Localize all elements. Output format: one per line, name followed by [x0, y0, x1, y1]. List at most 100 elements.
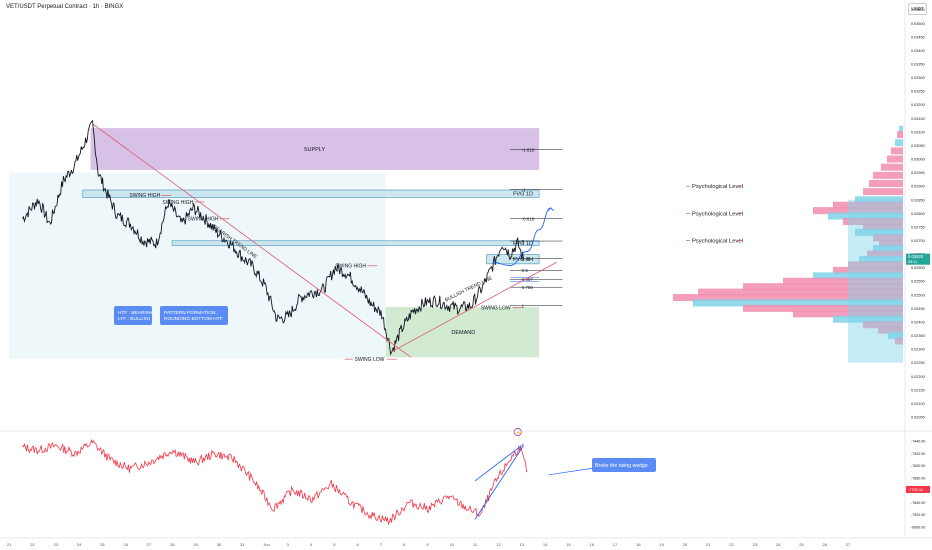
note-box	[160, 306, 228, 325]
zone-label: SUPPLY	[304, 147, 326, 153]
zone-fvg-1d-lower	[171, 240, 540, 246]
time-tick: 23	[54, 542, 59, 547]
bullish-trend-line	[391, 261, 557, 353]
current-price-value: 0.02633	[908, 254, 924, 259]
time-tick: 28	[170, 542, 175, 547]
volume-profile-bar	[698, 288, 903, 296]
time-tick: 3	[287, 542, 290, 547]
volume-profile-bar	[848, 261, 903, 269]
price-tick: 0.03200	[911, 103, 925, 107]
time-tick: 12	[496, 542, 501, 547]
price-tick: 0.02600	[911, 266, 925, 270]
time-tick: 27	[147, 542, 152, 547]
volume-profile-bar	[828, 212, 903, 220]
volume-profile-bar	[888, 332, 903, 340]
annotation-box	[592, 458, 656, 472]
volume-profile-bar	[859, 256, 903, 264]
time-tick: 31	[240, 542, 245, 547]
price-tick: 0.02550	[911, 280, 925, 284]
time-tick: 21	[706, 542, 711, 547]
time-tick: 16	[590, 542, 595, 547]
time-tick: 20	[683, 542, 688, 547]
time-tick: 25	[100, 542, 105, 547]
oscillator-tick: -7520.00	[911, 452, 925, 456]
volume-profile-bar	[881, 163, 903, 171]
bearish-trend-line	[92, 123, 412, 358]
oscillator-series	[22, 438, 528, 526]
zone-label: FVG 1D	[513, 192, 533, 198]
volume-profile-bar	[793, 310, 903, 318]
swing-label: SWING HIGH	[162, 200, 193, 206]
volume-profile-bar	[855, 196, 903, 204]
price-tick: 0.02500	[911, 293, 925, 297]
time-tick: 15	[566, 542, 571, 547]
volume-profile-bar	[843, 218, 903, 226]
price-tick: 0.02850	[911, 198, 925, 202]
price-tick: 0.03450	[911, 35, 925, 39]
time-tick: 18	[636, 542, 641, 547]
price-tick: 0.03550	[911, 8, 925, 12]
zone-fvg-4h	[486, 254, 540, 265]
price-tick: 0.02350	[911, 334, 925, 338]
note-text: LTF : BULLISH	[118, 316, 151, 322]
price-tick: 0.03050	[911, 144, 925, 148]
note-box	[114, 306, 152, 325]
psych-level-label: Psychological Level	[692, 211, 743, 217]
price-tick: 0.02300	[911, 348, 925, 352]
projection-path	[492, 207, 551, 266]
time-tick: 19	[659, 542, 664, 547]
volume-profile-bar	[867, 250, 903, 258]
price-tick: 0.03350	[911, 63, 925, 67]
price-tick: 0.02750	[911, 225, 925, 229]
fib-label: 0	[522, 239, 525, 244]
volume-profile-bar	[743, 283, 903, 291]
volume-profile-value-area	[848, 199, 903, 363]
volume-profile-bar	[895, 337, 903, 345]
fib-label: 0.28	[522, 257, 531, 262]
time-tick: 26	[823, 542, 828, 547]
wedge-upper-line	[474, 443, 524, 482]
price-tick: 0.03250	[911, 90, 925, 94]
price-tick: 0.02450	[911, 307, 925, 311]
volume-profile-bar	[833, 315, 903, 323]
oscillator-tick: -7680.00	[911, 476, 925, 480]
zone-label: DEMAND	[451, 330, 475, 336]
time-tick: 7	[380, 542, 383, 547]
volume-profile-bar	[693, 299, 903, 307]
volume-profile-bar	[833, 266, 903, 274]
price-tick: 0.03000	[911, 158, 925, 162]
zone-supply	[90, 128, 540, 170]
volume-profile-bar	[833, 201, 903, 209]
price-tick: 0.02800	[911, 212, 925, 216]
currency-button[interactable]: USDT	[908, 3, 927, 15]
time-tick: 4	[310, 542, 313, 547]
time-tick: 29	[193, 542, 198, 547]
volume-profile-bar	[873, 171, 903, 179]
time-tick: 22	[30, 542, 35, 547]
oscillator-tick: -7920.00	[911, 513, 925, 517]
note-text: HTF : BEARISH	[118, 310, 153, 316]
zone-fvg-1d-upper	[82, 189, 540, 198]
time-tick: 23	[753, 542, 758, 547]
fib-label: 1	[522, 303, 525, 308]
current-price-tag	[906, 253, 930, 265]
price-tick: 0.02150	[911, 388, 925, 392]
trend-line-label: BULLISH TREND LINE	[444, 275, 494, 303]
volume-profile-bar	[863, 188, 903, 196]
time-tick: 30	[217, 542, 222, 547]
volume-profile-bar	[783, 277, 903, 285]
volume-profile-bar	[887, 155, 903, 163]
time-tick: 14	[543, 542, 548, 547]
annotation-text: Broke the rising wedge	[595, 463, 648, 469]
price-tick: 0.02050	[911, 416, 925, 420]
swing-label: SWING LOW	[355, 357, 385, 363]
alert-marker[interactable]	[513, 428, 522, 436]
volume-profile-bar	[873, 245, 903, 253]
volume-profile-bar	[813, 272, 903, 280]
symbol-title[interactable]: VET/USDT Perpetual Contract · 1h · BINGX	[6, 4, 124, 10]
fib-label: 0.65?	[522, 277, 534, 282]
volume-profile-bar	[743, 304, 903, 312]
note-text: PATTERN FORMATION:	[164, 310, 217, 316]
time-tick: 17	[613, 542, 618, 547]
